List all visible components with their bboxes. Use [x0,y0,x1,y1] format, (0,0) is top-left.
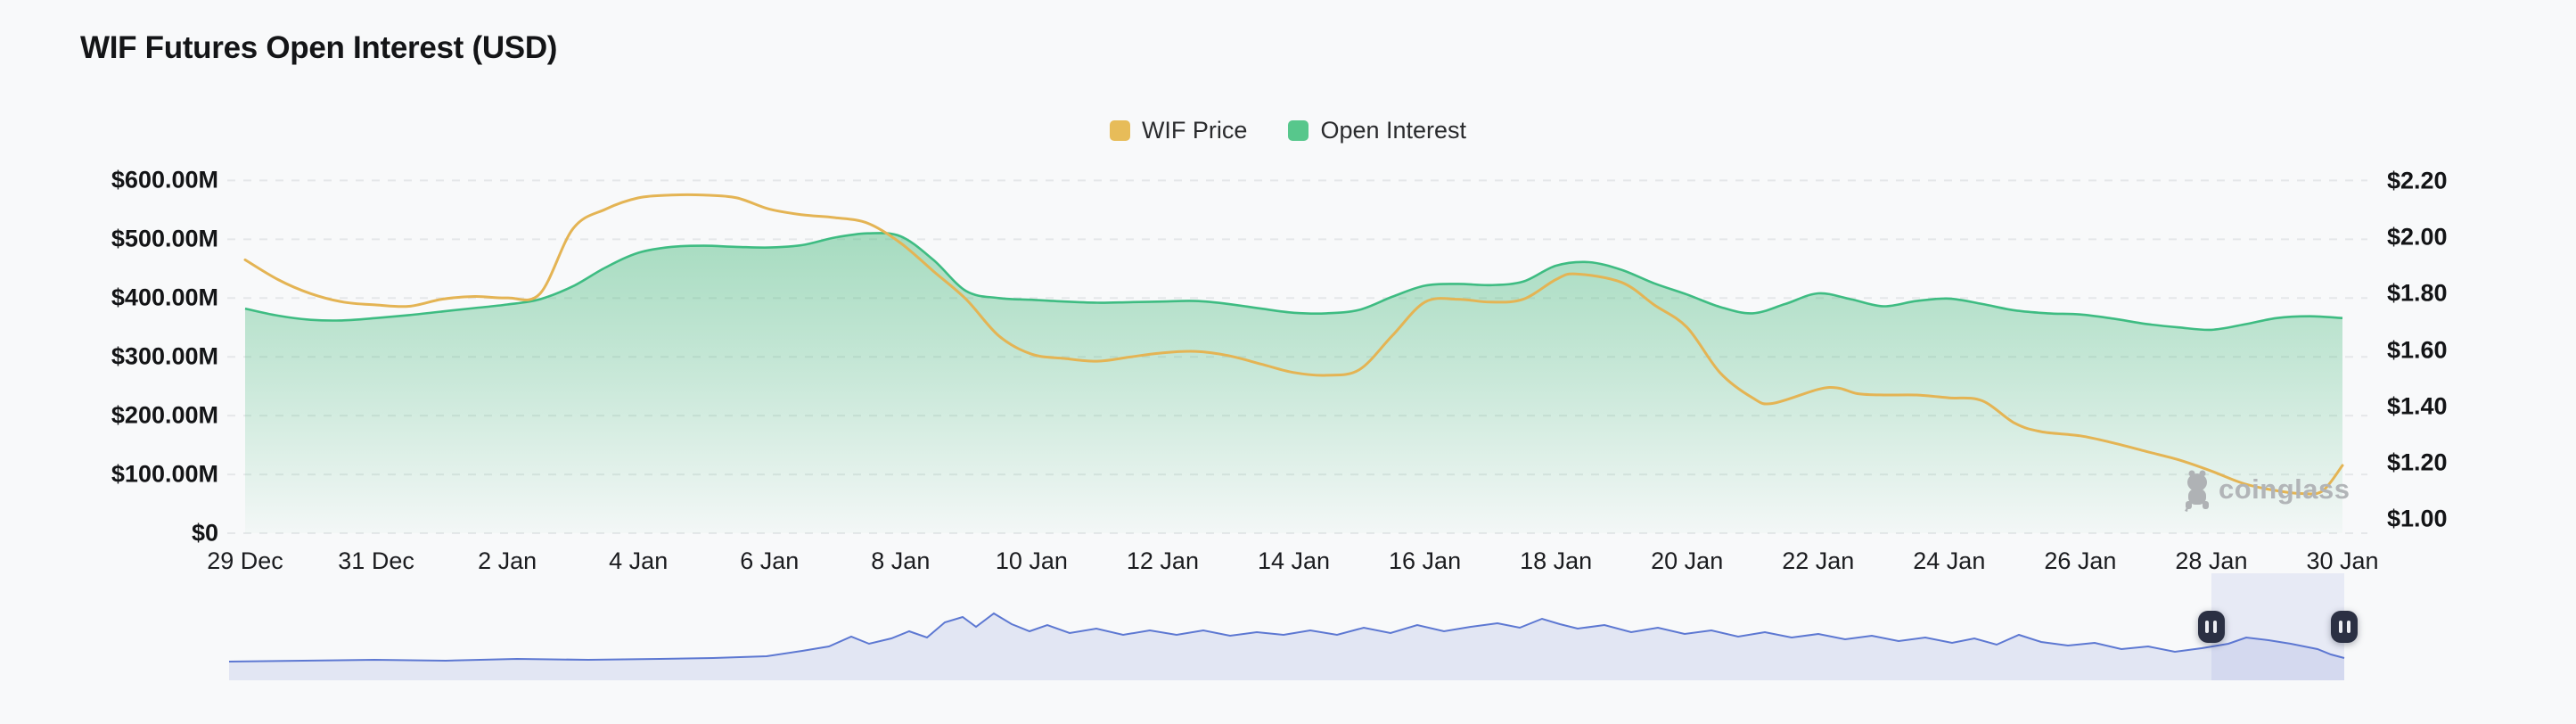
x-axis-tick-label: 12 Jan [1126,547,1199,574]
legend-item-wif-price[interactable]: WIF Price [1109,117,1248,144]
navigator-right-handle[interactable] [2331,611,2358,643]
x-axis-tick-label: 16 Jan [1389,547,1462,574]
pause-icon [2346,621,2350,633]
x-axis-tick-label: 6 Jan [740,547,800,574]
x-axis-tick-label: 29 Dec [207,547,283,574]
left-y-tick-label: $0 [191,519,218,547]
right-y-tick-label: $2.20 [2387,167,2448,194]
right-y-tick-label: $1.00 [2387,505,2448,532]
x-axis-tick-label: 26 Jan [2044,547,2117,574]
chart-legend: WIF Price Open Interest [0,117,2576,144]
right-y-tick-label: $1.20 [2387,448,2448,476]
left-y-tick-label: $100.00M [111,460,218,488]
pause-icon [2338,621,2342,633]
pause-icon [2213,621,2218,633]
pause-icon [2205,621,2210,633]
x-axis-tick-label: 10 Jan [995,547,1068,574]
x-axis-tick-label: 20 Jan [1651,547,1724,574]
right-y-tick-label: $1.40 [2387,392,2448,420]
open-interest-area [245,233,2342,533]
open-interest-swatch-icon [1288,120,1309,141]
x-axis-tick-label: 18 Jan [1520,547,1593,574]
x-axis-tick-label: 24 Jan [1913,547,1986,574]
right-y-tick-label: $1.60 [2387,336,2448,363]
x-axis-tick-label: 2 Jan [478,547,537,574]
right-y-tick-label: $2.00 [2387,223,2448,251]
left-y-tick-label: $300.00M [111,342,218,370]
page-title: WIF Futures Open Interest (USD) [80,30,558,65]
legend-label: WIF Price [1141,117,1248,144]
left-y-tick-label: $500.00M [111,225,218,252]
x-axis-tick-label: 4 Jan [609,547,669,574]
x-axis-tick-label: 31 Dec [338,547,414,574]
x-axis-tick-label: 22 Jan [1782,547,1855,574]
navigator-line [228,612,2345,662]
x-axis-tick-label: 8 Jan [871,547,931,574]
left-y-tick-label: $200.00M [111,401,218,429]
wif-price-swatch-icon [1109,120,1130,141]
right-y-tick-label: $1.80 [2387,279,2448,307]
legend-label: Open Interest [1320,117,1467,144]
navigator-area[interactable] [229,613,2344,680]
left-y-tick-label: $400.00M [111,284,218,311]
x-axis-tick-label: 30 Jan [2306,547,2379,574]
x-axis-tick-label: 28 Jan [2175,547,2248,574]
navigator-selection-window[interactable] [2211,573,2344,680]
legend-item-open-interest[interactable]: Open Interest [1288,117,1466,144]
left-y-tick-label: $600.00M [111,166,218,193]
navigator-left-handle[interactable] [2197,611,2225,643]
open-interest-line [244,232,2343,332]
x-axis-tick-label: 14 Jan [1257,547,1331,574]
wif-price-line [243,193,2344,496]
